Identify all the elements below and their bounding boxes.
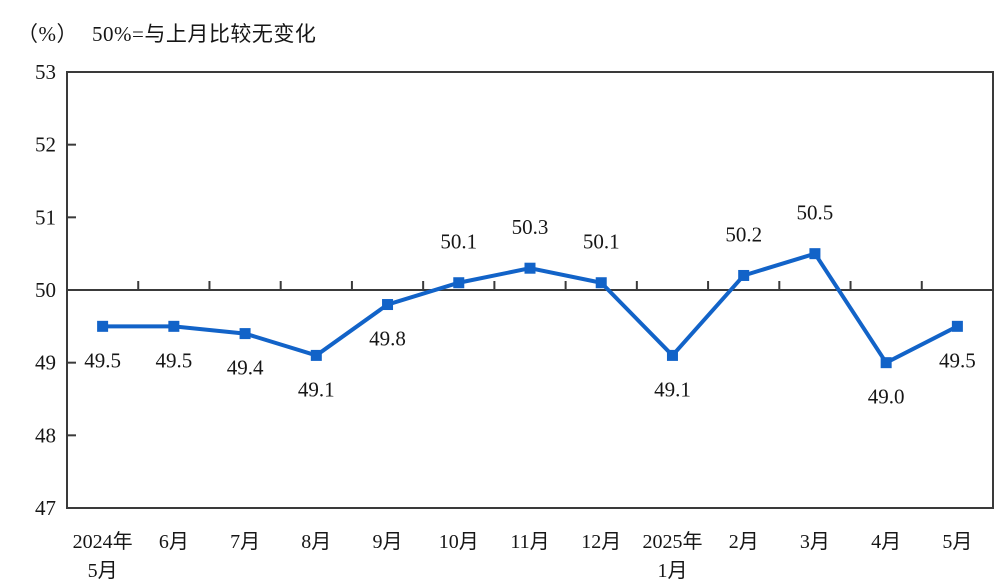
x-axis-label: 11月	[510, 531, 549, 553]
y-axis-label: 50	[35, 278, 56, 302]
data-point-4	[382, 299, 394, 311]
data-point-6	[524, 262, 536, 274]
x-axis-label: 10月	[439, 531, 479, 553]
data-point-10	[809, 248, 821, 260]
x-axis-sublabel: 1月	[657, 560, 687, 582]
data-label-6: 50.3	[512, 215, 549, 239]
x-axis-label: 6月	[159, 531, 189, 553]
data-point-9	[738, 269, 750, 281]
y-axis-label: 48	[35, 423, 56, 447]
y-axis-label: 49	[35, 351, 56, 375]
data-label-4: 49.8	[369, 327, 406, 351]
x-axis-label: 4月	[871, 531, 901, 553]
data-point-12	[951, 320, 963, 332]
y-axis-label: 51	[35, 205, 56, 229]
data-label-0: 49.5	[84, 348, 121, 372]
x-axis-label: 7月	[230, 531, 260, 553]
x-axis-label: 8月	[301, 531, 331, 553]
data-point-3	[310, 349, 322, 361]
y-axis-label: 53	[35, 60, 56, 84]
unit-label: （%）	[17, 22, 78, 46]
data-label-12: 49.5	[939, 348, 976, 372]
data-label-11: 49.0	[868, 385, 905, 409]
data-label-9: 50.2	[725, 222, 762, 246]
y-axis-label: 52	[35, 133, 56, 157]
data-label-2: 49.4	[227, 356, 264, 380]
data-label-1: 49.5	[155, 348, 192, 372]
data-label-8: 49.1	[654, 377, 691, 401]
x-axis-label: 2024年	[73, 530, 133, 553]
data-point-2	[239, 328, 251, 340]
chart-header: （%） 50%=与上月比较无变化	[17, 18, 316, 48]
data-point-7	[595, 277, 607, 289]
data-point-0	[97, 320, 109, 332]
x-axis-label: 2025年	[642, 530, 702, 553]
chart-title: 50%=与上月比较无变化	[92, 22, 317, 46]
plot-border	[66, 71, 994, 509]
x-axis-sublabel: 5月	[88, 560, 118, 582]
x-axis-label: 12月	[581, 531, 621, 553]
x-axis-label: 2月	[729, 531, 759, 553]
data-label-7: 50.1	[583, 230, 620, 254]
data-point-1	[168, 320, 180, 332]
data-point-8	[666, 349, 678, 361]
x-axis-label: 3月	[800, 531, 830, 553]
y-axis-label: 47	[35, 496, 56, 520]
data-label-10: 50.5	[797, 201, 834, 225]
x-axis-label: 5月	[942, 531, 972, 553]
data-point-11	[880, 357, 892, 369]
data-point-5	[453, 277, 465, 289]
data-label-3: 49.1	[298, 377, 335, 401]
data-label-5: 50.1	[440, 230, 477, 254]
x-axis-label: 9月	[373, 531, 403, 553]
